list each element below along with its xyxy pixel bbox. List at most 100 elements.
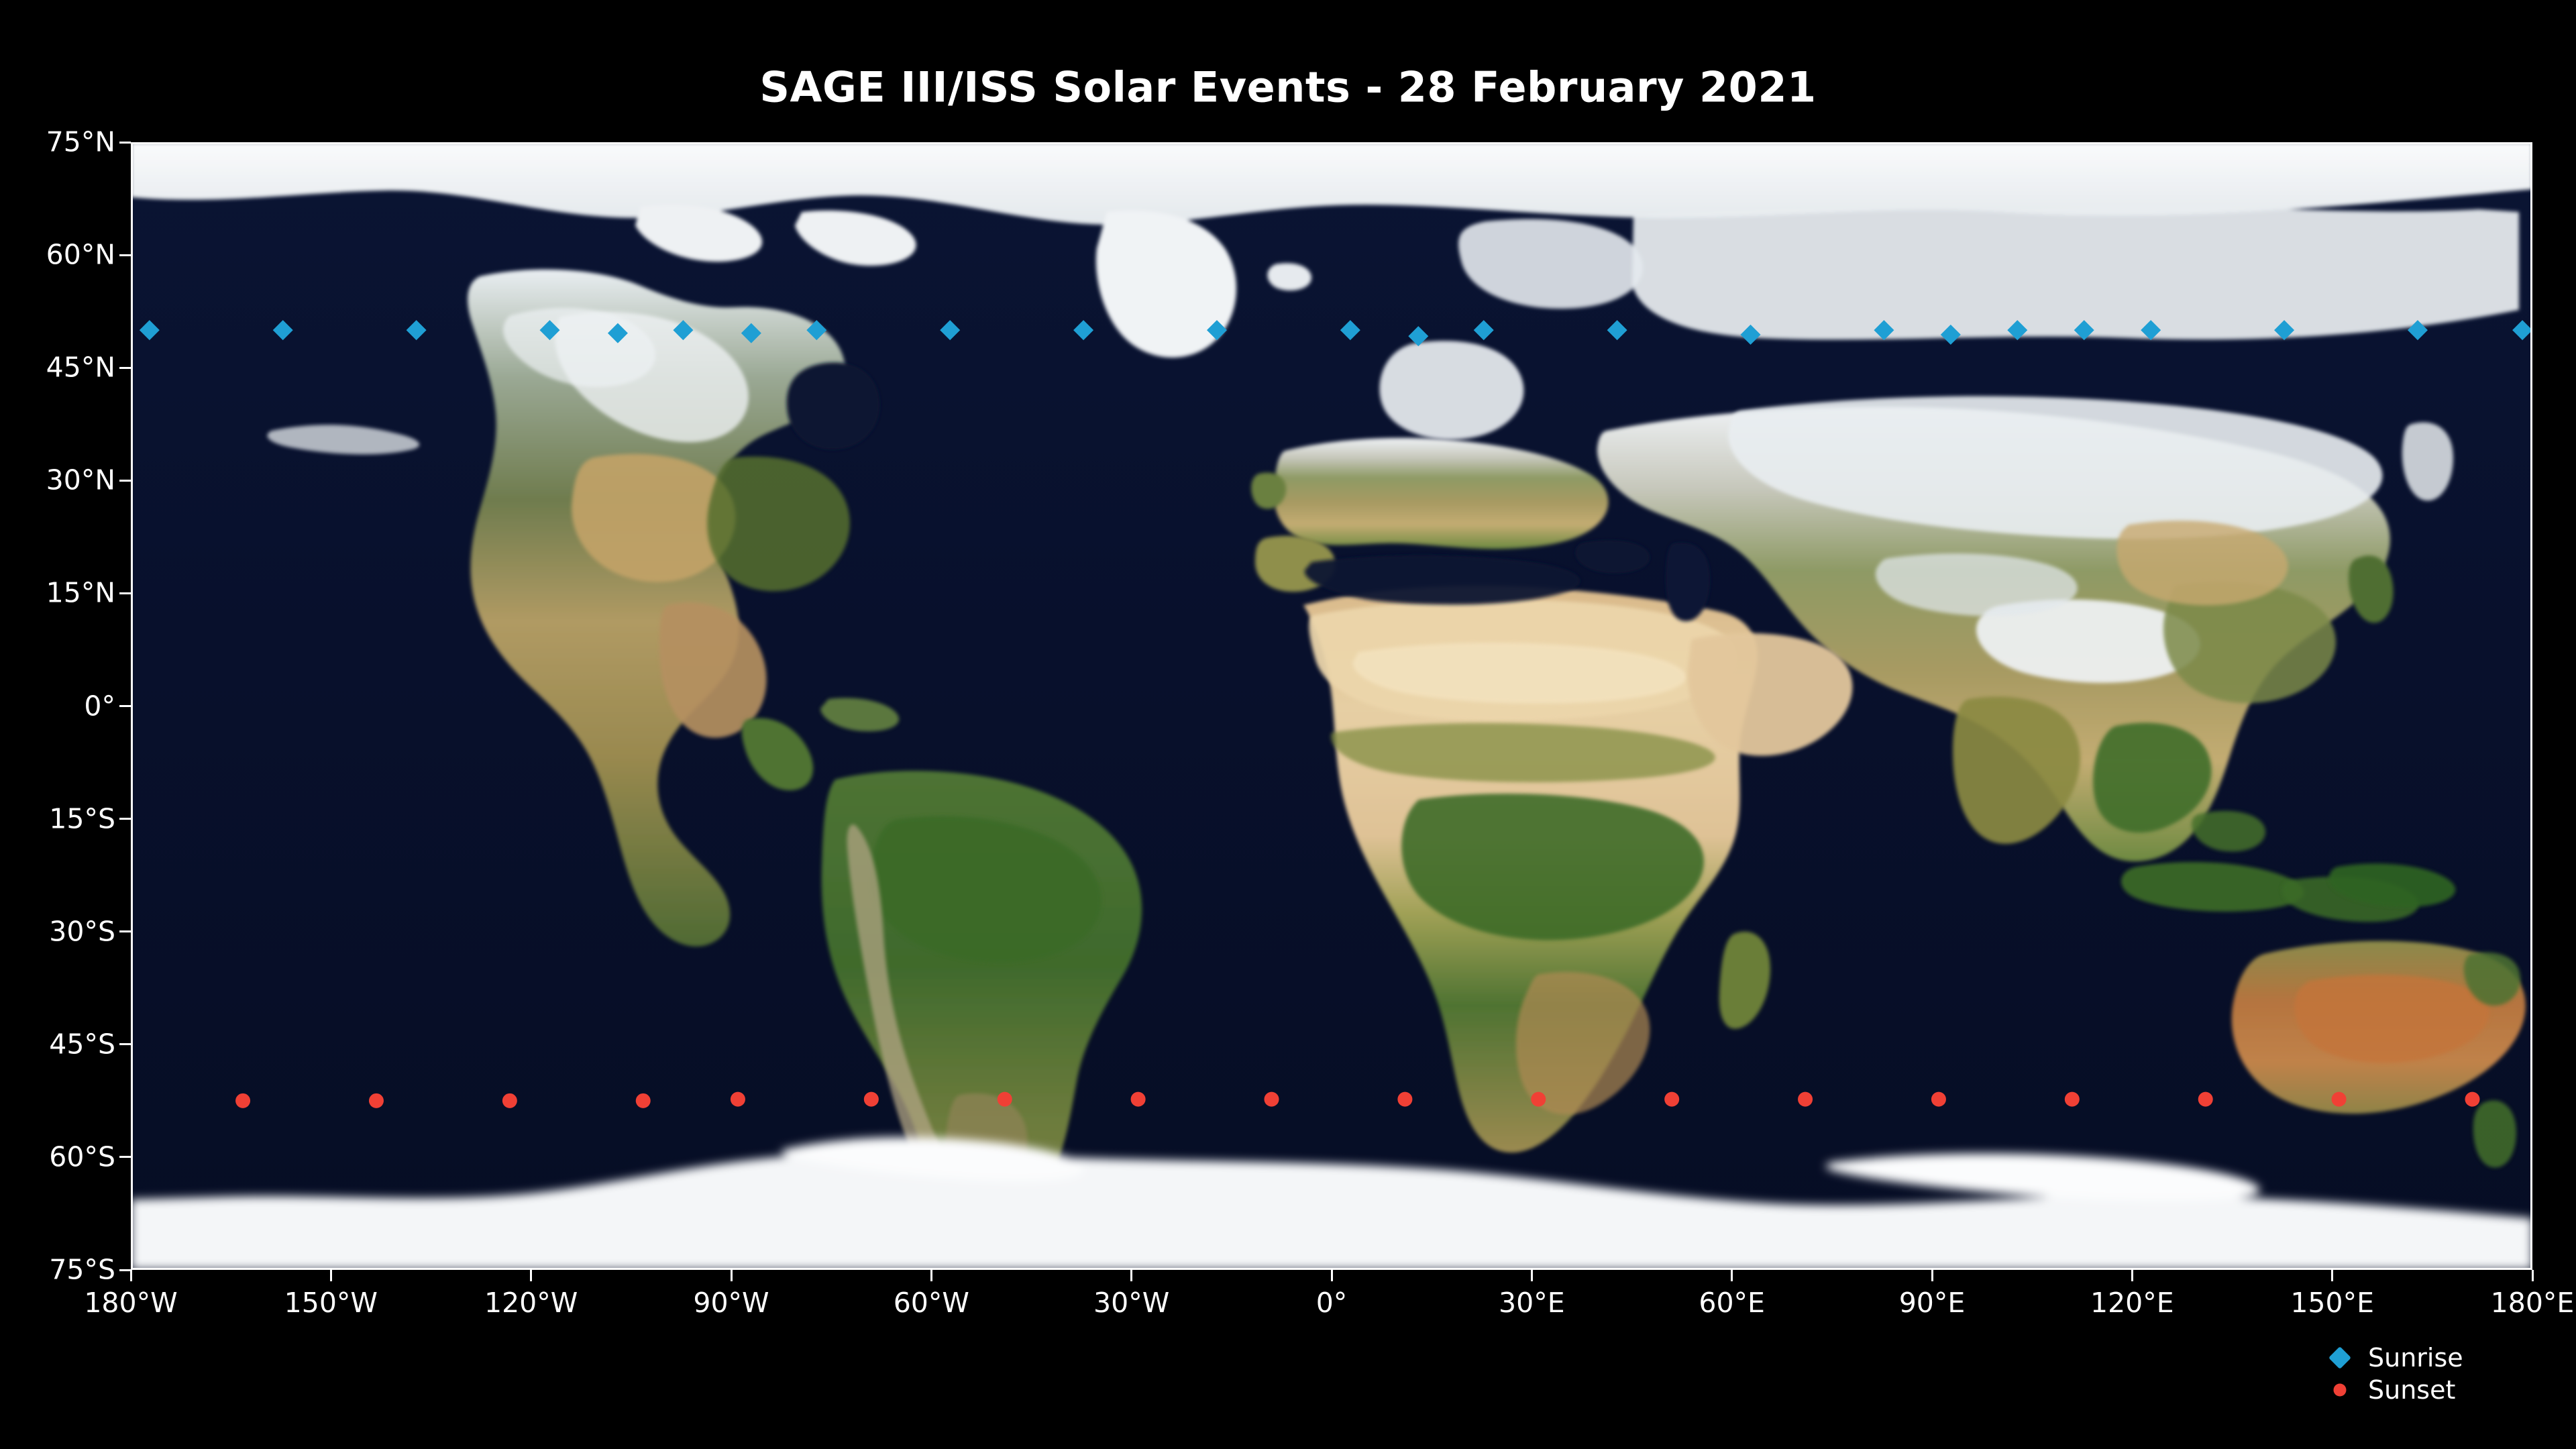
latitude-tick-label: 0° — [84, 690, 115, 722]
sunrise-marker[interactable] — [940, 320, 961, 341]
longitude-tick-mark — [2331, 1270, 2334, 1281]
sunrise-marker[interactable] — [673, 320, 694, 341]
latitude-tick-mark — [119, 818, 131, 820]
sunrise-marker[interactable] — [2512, 320, 2532, 341]
sunrise-swatch-wrap — [2321, 1342, 2359, 1374]
longitude-tick-mark — [1330, 1270, 1333, 1281]
longitude-tick-label: 150°E — [2290, 1287, 2374, 1319]
longitude-tick-mark — [1130, 1270, 1133, 1281]
longitude-tick-mark — [530, 1270, 533, 1281]
longitude-tick-label: 30°E — [1499, 1287, 1565, 1319]
longitude-tick-label: 120°W — [484, 1287, 578, 1319]
longitude-tick-mark — [730, 1270, 733, 1281]
sunrise-marker[interactable] — [1473, 320, 1494, 341]
latitude-tick-mark — [119, 1043, 131, 1046]
sunrise-marker[interactable] — [806, 320, 827, 341]
world-basemap — [131, 142, 2532, 1270]
latitude-tick-label: 15°N — [46, 576, 115, 609]
latitude-tick-label: 75°N — [46, 125, 115, 158]
longitude-tick-label: 60°W — [893, 1287, 969, 1319]
sunset-marker[interactable] — [1130, 1091, 1146, 1107]
longitude-tick-label: 180°E — [2490, 1287, 2575, 1319]
sunrise-marker[interactable] — [272, 320, 293, 341]
latitude-tick-mark — [119, 705, 131, 707]
sunset-marker[interactable] — [863, 1091, 879, 1107]
sunset-marker[interactable] — [1931, 1091, 1946, 1107]
longitude-tick-label: 30°W — [1093, 1287, 1170, 1319]
sunrise-marker[interactable] — [1408, 326, 1429, 347]
latitude-tick-label: 15°S — [49, 802, 115, 835]
sunrise-marker[interactable] — [1940, 324, 1961, 345]
latitude-tick-label: 30°N — [46, 464, 115, 496]
sunset-marker[interactable] — [1397, 1091, 1413, 1107]
sunrise-marker[interactable] — [1073, 320, 1094, 341]
sunrise-marker[interactable] — [607, 323, 628, 343]
legend-item-sunset[interactable]: Sunset — [2321, 1374, 2549, 1406]
latitude-tick-mark — [119, 254, 131, 256]
sunrise-marker[interactable] — [2407, 320, 2428, 341]
sunrise-marker[interactable] — [139, 320, 160, 341]
sunrise-marker[interactable] — [1607, 320, 1627, 341]
page-title: SAGE III/ISS Solar Events - 28 February … — [759, 62, 1817, 112]
sunrise-marker[interactable] — [1206, 320, 1227, 341]
latitude-tick-mark — [119, 366, 131, 369]
sunset-marker[interactable] — [235, 1093, 251, 1108]
legend-label-sunset: Sunset — [2368, 1375, 2456, 1405]
sunset-marker[interactable] — [997, 1091, 1012, 1107]
sunset-marker[interactable] — [635, 1093, 651, 1108]
latitude-tick-label: 30°S — [49, 915, 115, 948]
longitude-tick-mark — [1731, 1270, 1733, 1281]
sunset-marker[interactable] — [1531, 1091, 1546, 1107]
latitude-tick-label: 75°S — [49, 1253, 115, 1286]
legend: Sunrise Sunset — [2321, 1342, 2549, 1406]
longitude-tick-mark — [1931, 1270, 1933, 1281]
latitude-tick-mark — [119, 1269, 131, 1271]
legend-label-sunrise: Sunrise — [2368, 1343, 2463, 1373]
sunrise-marker[interactable] — [1874, 320, 1894, 341]
sunset-marker[interactable] — [2465, 1091, 2480, 1107]
sunrise-marker[interactable] — [2007, 320, 2028, 341]
sunset-marker[interactable] — [2331, 1091, 2347, 1107]
latitude-tick-label: 60°S — [49, 1140, 115, 1173]
sunrise-marker[interactable] — [741, 323, 761, 343]
latitude-tick-mark — [119, 592, 131, 594]
sunset-marker[interactable] — [368, 1093, 384, 1108]
sunrise-diamond-icon — [2328, 1346, 2351, 1369]
sunrise-marker[interactable] — [1340, 320, 1360, 341]
latitude-tick-mark — [119, 479, 131, 482]
longitude-tick-label: 0° — [1316, 1287, 1348, 1319]
longitude-tick-mark — [129, 1270, 132, 1281]
sunset-marker[interactable] — [502, 1093, 517, 1108]
latitude-tick-mark — [119, 141, 131, 144]
legend-item-sunrise[interactable]: Sunrise — [2321, 1342, 2549, 1374]
latitude-tick-label: 60°N — [46, 238, 115, 271]
latitude-tick-label: 45°N — [46, 351, 115, 384]
sunset-marker[interactable] — [2198, 1091, 2213, 1107]
longitude-tick-label: 180°W — [84, 1287, 178, 1319]
longitude-tick-label: 90°E — [1898, 1287, 1966, 1319]
sunrise-marker[interactable] — [2074, 320, 2094, 341]
map-plot-area[interactable] — [131, 142, 2532, 1270]
sunrise-marker[interactable] — [2141, 320, 2161, 341]
longitude-tick-label: 90°W — [693, 1287, 769, 1319]
sunrise-marker[interactable] — [2274, 320, 2295, 341]
latitude-tick-mark — [119, 1156, 131, 1159]
sunrise-marker[interactable] — [406, 320, 427, 341]
longitude-tick-mark — [2531, 1270, 2534, 1281]
longitude-tick-mark — [1530, 1270, 1533, 1281]
longitude-tick-mark — [2131, 1270, 2133, 1281]
longitude-tick-label: 120°E — [2090, 1287, 2174, 1319]
sunset-marker[interactable] — [730, 1091, 745, 1107]
sunset-marker[interactable] — [1798, 1091, 1813, 1107]
sunrise-marker[interactable] — [1740, 324, 1761, 345]
longitude-tick-label: 150°W — [284, 1287, 378, 1319]
sunset-marker[interactable] — [1264, 1091, 1279, 1107]
longitude-tick-mark — [930, 1270, 932, 1281]
latitude-tick-mark — [119, 930, 131, 933]
sunset-marker[interactable] — [1664, 1091, 1680, 1107]
sunset-marker[interactable] — [2064, 1091, 2080, 1107]
sunrise-marker[interactable] — [539, 320, 560, 341]
sunset-swatch-wrap — [2321, 1374, 2359, 1406]
latitude-tick-label: 45°S — [49, 1028, 115, 1061]
